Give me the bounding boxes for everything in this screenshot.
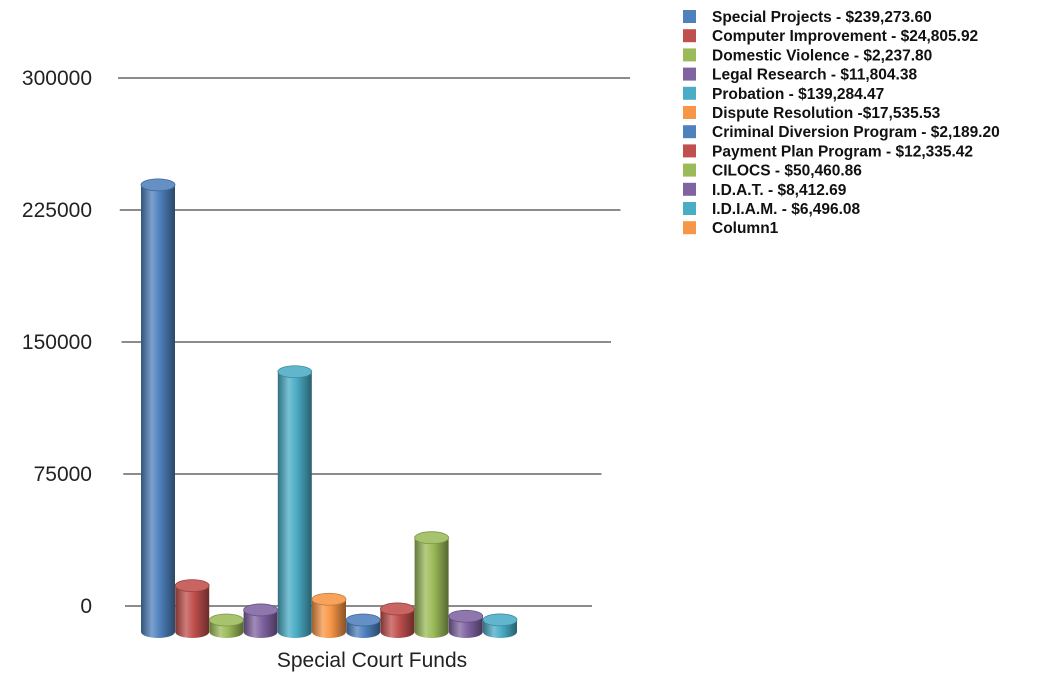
legend-swatch	[683, 86, 696, 100]
bar-top	[311, 592, 347, 606]
legend-swatch	[683, 202, 696, 215]
legend-item: Computer Improvement - $24,805.92	[683, 28, 978, 45]
bar-cylinder	[311, 592, 347, 638]
bar-body	[243, 609, 278, 638]
legend-swatch	[683, 125, 696, 139]
y-tick-label: 0	[80, 595, 92, 618]
bar-body	[175, 585, 210, 638]
bar-cylinder	[414, 531, 450, 638]
bars	[140, 178, 518, 638]
y-tick-label: 300000	[22, 67, 92, 90]
legend-label: Domestic Violence - $2,237.80	[712, 47, 932, 64]
legend-swatch	[683, 10, 696, 23]
legend-swatch	[683, 144, 696, 158]
y-tick-label: 75000	[34, 463, 92, 486]
bar-top	[243, 603, 279, 617]
bar-body	[141, 184, 175, 638]
bar-body	[312, 599, 346, 638]
legend-item: CILOCS - $50,460.86	[683, 163, 862, 180]
legend-item: Column1	[683, 220, 779, 237]
legend-item: Probation - $139,284.47	[683, 86, 884, 103]
legend-item: I.D.I.A.M. - $6,496.08	[683, 201, 861, 218]
bar-top	[414, 531, 450, 545]
legend-swatch	[683, 106, 696, 119]
legend-swatch	[683, 182, 696, 196]
legend-swatch	[683, 221, 696, 235]
legend-label: Criminal Diversion Program - $2,189.20	[712, 124, 1000, 141]
bar-cylinder	[174, 579, 210, 638]
legend-item: Dispute Resolution -$17,535.53	[683, 105, 941, 122]
legend-label: Legal Research - $11,804.38	[712, 67, 917, 84]
x-category-label: Special Court Funds	[277, 649, 467, 672]
bar-top	[448, 609, 484, 623]
bar-cylinder	[482, 613, 518, 638]
bar-body	[277, 371, 312, 638]
bar-top	[277, 365, 313, 379]
legend-item: Criminal Diversion Program - $2,189.20	[683, 124, 1000, 141]
legend-label: Payment Plan Program - $12,335.42	[712, 143, 973, 160]
legend-item: Special Projects - $239,273.60	[683, 9, 932, 26]
bar-cylinder	[345, 613, 381, 638]
y-tick-label: 225000	[22, 199, 92, 222]
bar-cylinder	[277, 365, 313, 638]
legend-swatch	[683, 29, 696, 43]
bar-top	[140, 178, 176, 192]
legend-item: Legal Research - $11,804.38	[683, 67, 917, 84]
legend-item: Domestic Violence - $2,237.80	[683, 47, 932, 64]
legend-label: Column1	[712, 220, 779, 237]
bar-top	[174, 579, 210, 593]
y-axis-tick-labels: 0 75000 150000 225000 300000	[22, 67, 92, 618]
bar-cylinder	[243, 603, 279, 638]
gridlines	[118, 77, 630, 607]
bar-cylinder	[140, 178, 176, 638]
legend-label: Special Projects - $239,273.60	[712, 9, 932, 26]
y-tick-label: 150000	[22, 331, 92, 354]
legend-label: Probation - $139,284.47	[712, 86, 884, 103]
legend-label: CILOCS - $50,460.86	[712, 163, 862, 180]
bar-top	[482, 613, 518, 627]
bar-cylinder	[379, 602, 415, 638]
bar-cylinder	[208, 613, 244, 638]
x-axis-category-labels: Special Court Funds	[277, 649, 467, 672]
legend-label: Computer Improvement - $24,805.92	[712, 28, 978, 45]
bar-body	[414, 537, 449, 638]
legend-item: I.D.A.T. - $8,412.69	[683, 182, 847, 199]
legend-swatch	[683, 163, 696, 177]
bar-top	[345, 613, 381, 627]
legend-label: Dispute Resolution -$17,535.53	[712, 105, 941, 122]
legend-swatch	[683, 67, 696, 81]
legend-item: Payment Plan Program - $12,335.42	[683, 143, 973, 160]
bar-body	[380, 608, 415, 638]
legend: Special Projects - $239,273.60 Computer I…	[683, 9, 1000, 237]
bar-cylinder	[448, 609, 484, 638]
bar-top	[208, 613, 244, 627]
bar-top	[379, 602, 415, 616]
legend-label: I.D.A.T. - $8,412.69	[712, 182, 847, 199]
legend-label: I.D.I.A.M. - $6,496.08	[712, 201, 861, 218]
legend-swatch	[683, 48, 696, 62]
